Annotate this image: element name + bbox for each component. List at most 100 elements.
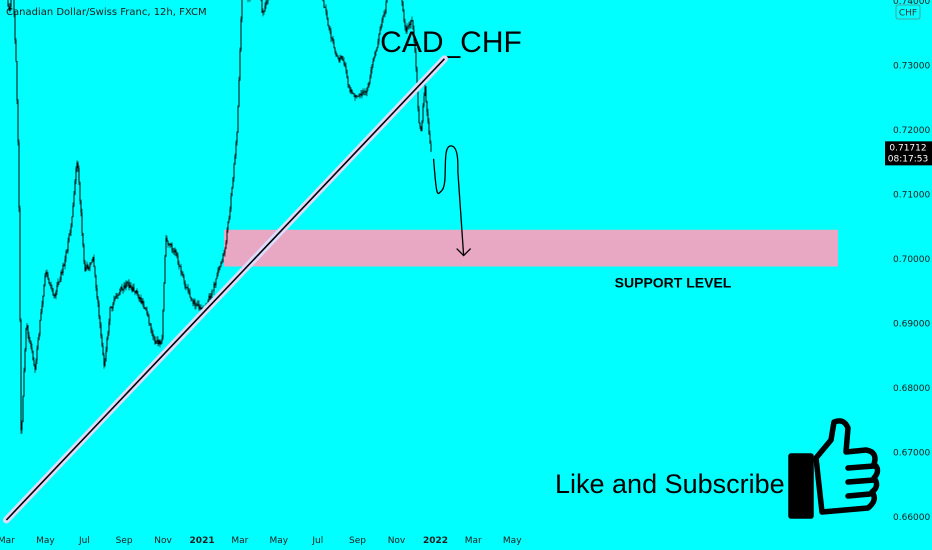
candle (89, 262, 91, 272)
candle (149, 322, 151, 326)
candle (214, 282, 216, 288)
support-zone[interactable] (224, 229, 838, 267)
candle (182, 271, 184, 278)
candle (192, 299, 194, 307)
candle (262, 8, 264, 17)
candle (71, 216, 73, 228)
candle (220, 261, 222, 268)
candle (75, 166, 77, 185)
candle (27, 324, 29, 339)
candle (22, 395, 24, 423)
candle (191, 297, 193, 301)
candle (171, 242, 173, 253)
candle (154, 335, 156, 345)
candle (155, 340, 157, 344)
candle (92, 256, 94, 262)
candle (325, 4, 327, 16)
candle (72, 202, 74, 218)
candle (95, 274, 97, 291)
candle (131, 285, 133, 293)
candle (169, 242, 171, 249)
candle (69, 229, 71, 236)
candle (113, 295, 115, 306)
x-tick-label: Nov (154, 536, 172, 546)
candle (226, 227, 228, 245)
candle (232, 176, 234, 189)
x-tick-label: Mar (231, 536, 248, 546)
candle (412, 19, 414, 30)
candle (237, 105, 239, 134)
candle (44, 272, 46, 287)
candle (67, 237, 69, 254)
candle (368, 81, 370, 88)
candle (350, 87, 352, 94)
candle (24, 347, 26, 373)
candle (266, 0, 268, 5)
candle (130, 282, 132, 291)
candle (37, 337, 39, 351)
candle (239, 47, 241, 81)
last-price-tag: 0.71712 08:17:53 (885, 141, 932, 166)
thumbs-up-icon (788, 418, 881, 519)
time-axis[interactable]: Mar May Jul Sep Nov 2021 Mar May Jul Sep Nov 2022 Ma… (0, 536, 522, 546)
candle (128, 279, 130, 291)
candle (199, 304, 201, 311)
candle (101, 333, 103, 348)
candle (58, 281, 60, 286)
candle (86, 261, 88, 270)
candle (119, 288, 121, 296)
candle (406, 23, 408, 34)
candle (380, 23, 382, 31)
candle (267, 0, 269, 5)
candle (421, 120, 423, 132)
candle (190, 296, 192, 302)
candle (21, 420, 23, 434)
candle (322, 0, 324, 2)
candle (49, 282, 51, 287)
candle (52, 287, 54, 297)
candle (112, 301, 114, 312)
candle (133, 283, 135, 292)
candle (375, 49, 377, 56)
candle (188, 288, 190, 295)
x-tick-label: Nov (388, 536, 406, 546)
candle (216, 272, 218, 280)
candle (174, 247, 176, 256)
ascending-trendline[interactable] (5, 58, 446, 521)
candle (152, 329, 154, 340)
candle (241, 0, 243, 23)
projection-path[interactable] (432, 145, 465, 256)
price-axis[interactable]: 0.760000.750000.740000.730000.720000.710… (893, 0, 930, 523)
support-level-label: SUPPORT LEVEL (615, 275, 732, 291)
candle (361, 90, 363, 99)
currency-badge[interactable]: CHF (895, 4, 921, 20)
candle (374, 51, 376, 59)
candle (124, 282, 126, 290)
candle (15, 38, 17, 63)
candle (326, 9, 328, 21)
candle (419, 122, 421, 130)
candle (99, 315, 101, 329)
candle (45, 270, 47, 278)
candle (230, 192, 232, 213)
candle (178, 260, 180, 270)
x-tick-label: 2021 (190, 536, 215, 546)
candle (357, 95, 359, 97)
candle (218, 265, 220, 273)
candle (38, 332, 40, 341)
candle (210, 292, 212, 300)
y-tick-label: 0.69000 (893, 319, 930, 329)
candle (170, 243, 172, 248)
candle (163, 281, 165, 312)
candle (107, 330, 109, 341)
candle (9, 3, 11, 13)
x-tick-label: 2022 (423, 536, 448, 546)
candle (102, 342, 104, 356)
candle (342, 56, 344, 62)
candle (68, 233, 70, 243)
candle (91, 258, 93, 264)
candle (135, 289, 137, 294)
candle (122, 288, 124, 294)
candle (264, 2, 266, 13)
